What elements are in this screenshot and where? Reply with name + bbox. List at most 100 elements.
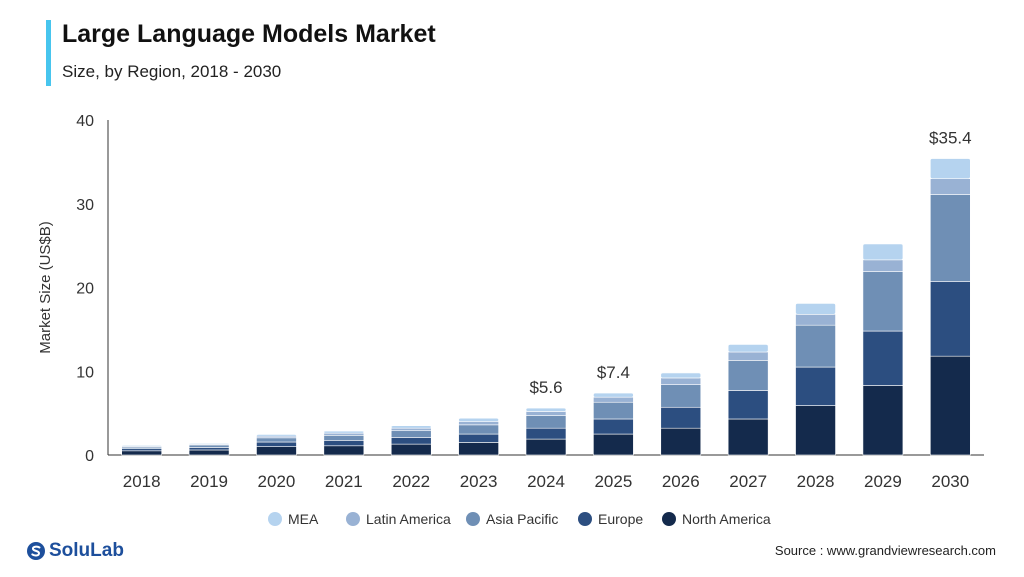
bar-segment xyxy=(390,443,432,456)
bar-segment xyxy=(795,324,836,368)
bar-segment xyxy=(323,432,365,436)
x-tick-label: 2028 xyxy=(797,472,835,491)
bar-segment xyxy=(862,243,904,261)
bar-segment xyxy=(525,411,567,416)
bar-segment xyxy=(256,437,297,443)
legend-swatch xyxy=(662,512,676,526)
legend-swatch xyxy=(346,512,360,526)
bar-segment xyxy=(323,435,365,441)
x-tick-label: 2019 xyxy=(190,472,228,491)
bar-segment xyxy=(458,417,499,422)
brand-name: SoluLab xyxy=(49,540,124,561)
bar-segment xyxy=(727,418,769,456)
bar-segment xyxy=(121,450,162,456)
bar-segment xyxy=(727,344,769,353)
legend-label: MEA xyxy=(288,511,319,527)
x-tick-label: 2030 xyxy=(931,472,969,491)
bar-segment xyxy=(593,392,634,398)
bar-segment xyxy=(930,178,971,195)
bar-segment xyxy=(727,360,769,391)
x-tick-label: 2027 xyxy=(729,472,767,491)
legend-label: Asia Pacific xyxy=(486,511,558,527)
data-label: $7.4 xyxy=(597,363,630,382)
bar-segment xyxy=(660,372,702,379)
solulab-logo-icon xyxy=(27,542,45,560)
bar-segment xyxy=(660,384,702,408)
bar-segment xyxy=(525,438,567,456)
bar-segment xyxy=(593,418,634,435)
x-tick-label: 2018 xyxy=(123,472,161,491)
x-tick-label: 2022 xyxy=(392,472,430,491)
bar-segment xyxy=(323,440,365,447)
bar-segment xyxy=(930,194,971,282)
bar-segment xyxy=(458,421,499,426)
y-tick-label: 0 xyxy=(85,448,94,465)
bar-segment xyxy=(256,446,297,456)
bar-segment xyxy=(188,442,230,445)
bar-segment xyxy=(390,437,432,445)
data-label: $5.6 xyxy=(529,378,562,397)
bar-segment xyxy=(593,401,634,420)
legend-label: Latin America xyxy=(366,511,451,527)
page-title: Large Language Models Market xyxy=(62,20,436,48)
x-tick-label: 2029 xyxy=(864,472,902,491)
bar-segment xyxy=(458,433,499,443)
bar-segment xyxy=(525,415,567,429)
bar-segment xyxy=(593,433,634,456)
bar-segment xyxy=(593,396,634,403)
page-subtitle: Size, by Region, 2018 - 2030 xyxy=(62,62,282,81)
y-tick-label: 30 xyxy=(76,197,94,214)
bar-segment xyxy=(525,407,567,412)
y-tick-label: 20 xyxy=(76,281,94,298)
bar-segment xyxy=(390,427,432,432)
bar-segment xyxy=(660,427,702,456)
x-tick-label: 2023 xyxy=(460,472,498,491)
bar-segment xyxy=(525,427,567,440)
y-axis-label: Market Size (US$B) xyxy=(37,221,54,354)
x-tick-label: 2021 xyxy=(325,472,363,491)
x-tick-label: 2025 xyxy=(594,472,632,491)
bar-segment xyxy=(795,313,836,326)
bar-segment xyxy=(660,377,702,385)
legend-swatch xyxy=(578,512,592,526)
legend-label: North America xyxy=(682,511,771,527)
brand-logo: SoluLab xyxy=(26,540,124,562)
bar-segment xyxy=(188,449,230,456)
bar-segment xyxy=(458,442,499,456)
source-note: Source : www.grandviewresearch.com xyxy=(774,543,996,558)
x-tick-label: 2020 xyxy=(258,472,296,491)
bar-segment xyxy=(390,430,432,438)
legend-swatch xyxy=(466,512,480,526)
bar-segment xyxy=(188,444,230,448)
bar-segment xyxy=(862,330,904,386)
legend-label: Europe xyxy=(598,511,643,527)
title-accent-bar xyxy=(46,20,51,86)
bar-segment xyxy=(930,355,971,456)
data-label: $35.4 xyxy=(929,129,972,148)
bar-segment xyxy=(121,448,162,452)
bar-segment xyxy=(930,281,971,357)
bar-segment xyxy=(862,259,904,272)
bar-segment xyxy=(458,424,499,435)
bar-segment xyxy=(390,425,432,429)
bar-segment xyxy=(323,430,365,434)
bar-segment xyxy=(121,445,162,447)
bar-segment xyxy=(323,445,365,456)
bar-segment xyxy=(188,447,230,451)
bar-segment xyxy=(795,405,836,456)
bar-segment xyxy=(660,406,702,429)
bar-segment xyxy=(256,434,297,437)
y-tick-label: 10 xyxy=(76,364,94,381)
legend-swatch xyxy=(268,512,282,526)
bar-segment xyxy=(727,390,769,420)
bar-segment xyxy=(795,366,836,406)
bar-segment xyxy=(862,271,904,332)
bar-segment xyxy=(862,385,904,456)
x-tick-label: 2024 xyxy=(527,472,565,491)
y-tick-label: 40 xyxy=(76,113,94,130)
x-tick-label: 2026 xyxy=(662,472,700,491)
bar-segment xyxy=(256,441,297,447)
bar-segment xyxy=(727,351,769,361)
bar-segment xyxy=(795,303,836,315)
